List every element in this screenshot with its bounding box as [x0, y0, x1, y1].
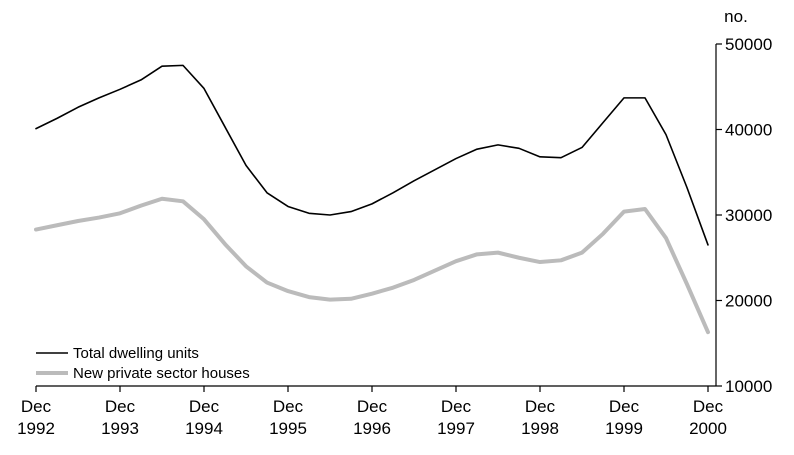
x-tick-label-year: 1995: [269, 419, 307, 438]
y-tick-label: 40000: [725, 121, 772, 140]
x-tick-label-year: 1992: [17, 419, 55, 438]
x-tick-label-year: 1997: [437, 419, 475, 438]
x-tick-label-year: 1994: [185, 419, 223, 438]
y-tick-label: 50000: [725, 35, 772, 54]
axes: 10000 20000 30000 40000 50000 Dec 1992 Dec 1993 D…: [17, 35, 772, 438]
legend-label: Total dwelling units: [73, 345, 199, 362]
x-tick-label-year: 1993: [101, 419, 139, 438]
x-tick-label-month: Dec: [273, 397, 304, 416]
x-tick-label-month: Dec: [189, 397, 220, 416]
series-line-total-dwelling-units: [35, 64, 709, 246]
legend-label: New private sector houses: [73, 365, 250, 382]
series-layer: [34, 64, 710, 335]
x-tick-label-year: 1996: [353, 419, 391, 438]
x-tick-label-month: Dec: [21, 397, 52, 416]
x-tick-label-year: 1999: [605, 419, 643, 438]
y-tick-label: 20000: [725, 292, 772, 311]
y-tick-label: 30000: [725, 206, 772, 225]
series-line-new-private-sector-houses: [34, 196, 710, 335]
x-tick-label-month: Dec: [105, 397, 136, 416]
x-tick-label-month: Dec: [525, 397, 556, 416]
legend: Total dwelling units New private sector h…: [36, 345, 250, 382]
x-tick-label-month: Dec: [609, 397, 640, 416]
y-axis-unit-label: no.: [724, 7, 748, 26]
x-tick-label-year: 2000: [689, 419, 727, 438]
x-tick-label-month: Dec: [441, 397, 472, 416]
x-tick-label-month: Dec: [693, 397, 724, 416]
y-tick-label: 10000: [725, 377, 772, 396]
x-tick-label-year: 1998: [521, 419, 559, 438]
x-tick-label-month: Dec: [357, 397, 388, 416]
